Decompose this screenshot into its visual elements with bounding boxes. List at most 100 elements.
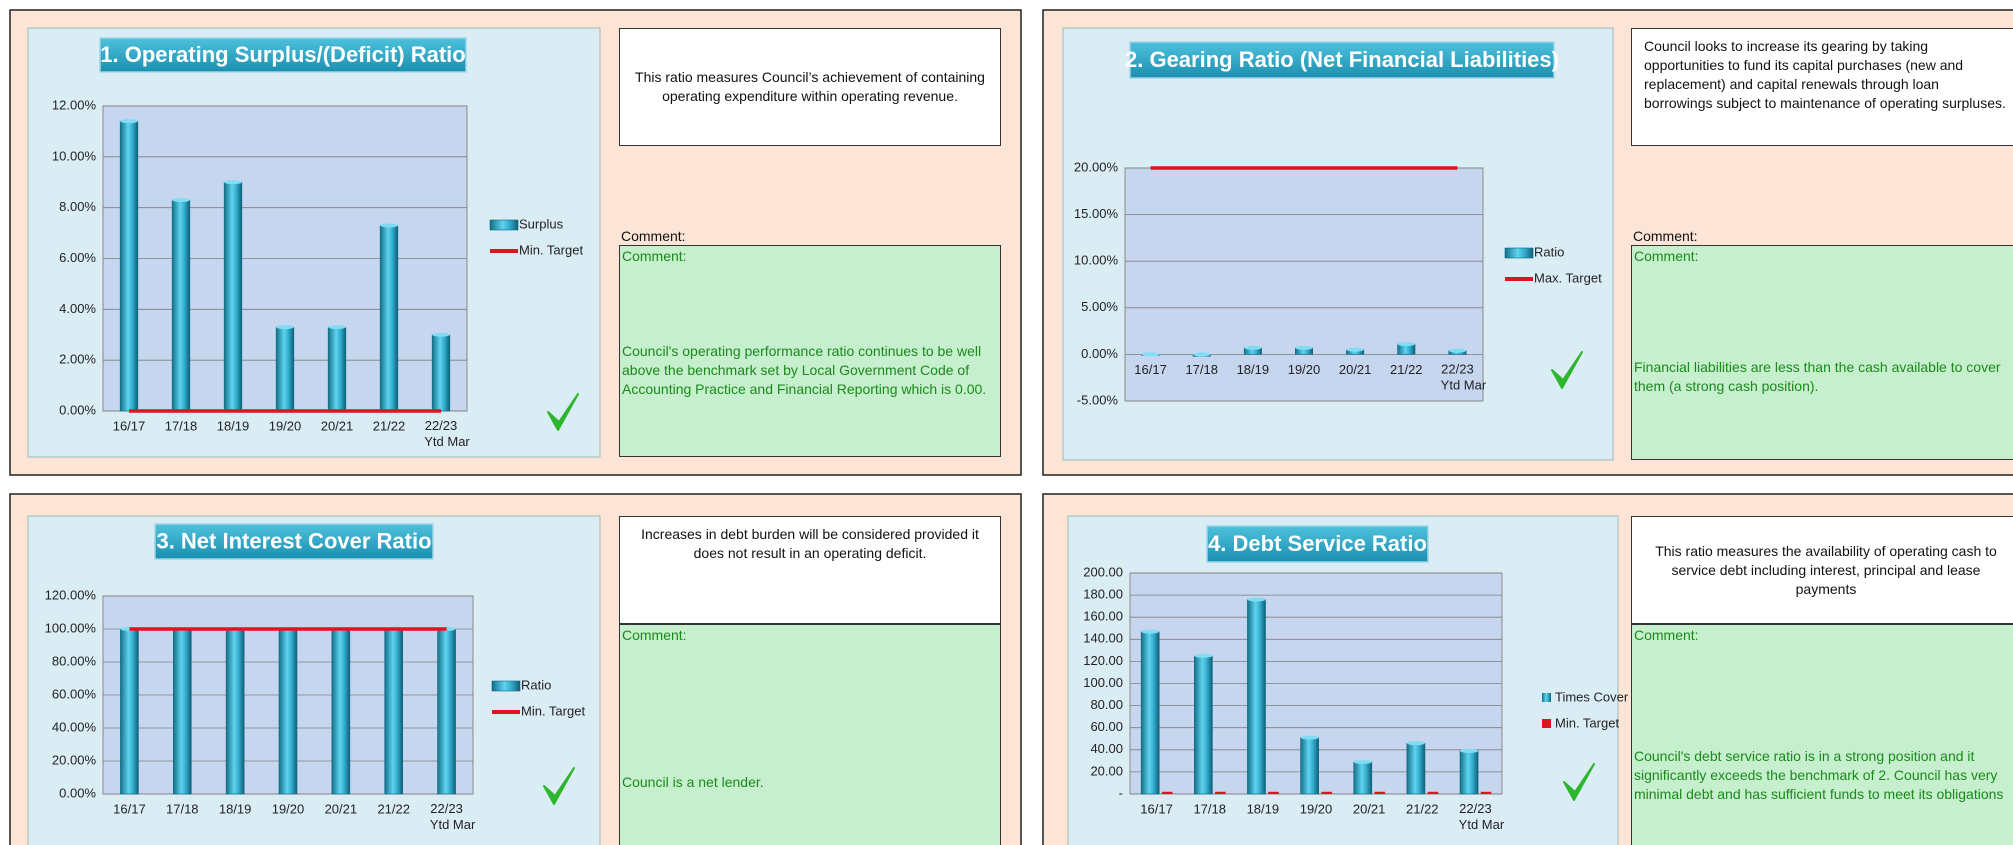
x-tick-label: 22/23 Ytd Mar: [1441, 362, 1487, 393]
bar: [225, 628, 245, 795]
y-tick-label: 0.00%: [59, 402, 96, 417]
y-tick-label: 8.00%: [59, 199, 96, 214]
y-tick-label: 120.00: [1083, 653, 1123, 668]
checkmark: [1563, 763, 1595, 801]
bar: [1321, 791, 1332, 794]
legend-label: Ratio: [521, 677, 551, 692]
legend-label: Times Cover: [1555, 689, 1629, 704]
y-tick-label: 200.00: [1083, 564, 1123, 579]
y-tick-label: 6.00%: [59, 250, 96, 265]
y-tick-label: 80.00: [1090, 697, 1123, 712]
y-tick-label: 20.00%: [1074, 159, 1119, 174]
y-tick-label: 10.00%: [1074, 253, 1119, 268]
comment-label: Comment:: [621, 228, 686, 244]
x-tick-label: 19/20: [272, 801, 305, 816]
legend-swatch: [491, 680, 521, 692]
x-tick-label: 17/18: [166, 801, 199, 816]
x-tick-label: 19/20: [1300, 801, 1333, 816]
checkmark: [547, 393, 579, 431]
legend-swatch: [1542, 719, 1551, 728]
checkmark: [1551, 351, 1583, 389]
y-tick-label: 4.00%: [59, 301, 96, 316]
checkmark: [543, 767, 575, 805]
bar: [119, 120, 139, 412]
legend-label: Max. Target: [1534, 270, 1602, 285]
x-tick-label: 21/22: [377, 801, 410, 816]
x-tick-label: 22/23 Ytd Mar: [1459, 801, 1505, 832]
x-tick-label: 18/19: [1247, 801, 1280, 816]
y-tick-label: -5.00%: [1077, 392, 1119, 407]
x-tick-label: 21/22: [1406, 801, 1439, 816]
bar-cap: [328, 325, 346, 330]
y-tick-label: 0.00%: [59, 785, 96, 800]
comment-label: Comment:: [1633, 228, 1698, 244]
x-tick-label: 18/19: [1237, 362, 1270, 377]
y-tick-label: 40.00: [1090, 741, 1123, 756]
comment-header: Comment:: [1634, 627, 1699, 643]
bar: [171, 199, 191, 412]
comment-header: Comment:: [1634, 248, 1699, 264]
x-tick-label: 16/17: [113, 801, 146, 816]
y-tick-label: 10.00%: [52, 148, 97, 163]
x-tick-label: 18/19: [219, 801, 252, 816]
chart-title: 2. Gearing Ratio (Net Financial Liabilit…: [1125, 47, 1559, 72]
bar-cap: [172, 198, 190, 203]
bar: [120, 628, 139, 795]
x-tick-label: 22/23 Ytd Mar: [424, 418, 470, 449]
description: This ratio measures Council’s achievemen…: [619, 28, 1001, 146]
bar: [1268, 791, 1279, 794]
y-tick-label: 180.00: [1083, 587, 1123, 602]
y-tick-label: 60.00: [1090, 719, 1123, 734]
bar-cap: [1448, 348, 1467, 353]
title-banner: [154, 523, 434, 560]
bar: [1374, 791, 1386, 794]
bar-cap: [1460, 748, 1479, 753]
legend-label: Min. Target: [521, 703, 585, 718]
chart-title: 3. Net Interest Cover Ratio: [156, 528, 431, 553]
bar-cap: [224, 180, 242, 185]
x-tick-label: 19/20: [269, 418, 302, 433]
x-tick-label: 17/18: [165, 418, 198, 433]
bar-cap: [1193, 352, 1211, 357]
description: Council looks to increase its gearing by…: [1631, 28, 2013, 146]
bar-cap: [276, 325, 294, 330]
bar: [1459, 750, 1479, 795]
comment-box: Comment: Council's operating performance …: [619, 245, 1001, 457]
comment-text: Council is a net lender.: [622, 774, 764, 790]
y-tick-label: 140.00: [1083, 631, 1123, 646]
bar: [1247, 599, 1266, 795]
legend-swatch: [1504, 247, 1534, 259]
bar: [1161, 791, 1173, 794]
y-tick-label: 80.00%: [52, 653, 97, 668]
description: This ratio measures the availability of …: [1631, 516, 2013, 624]
bar-cap: [120, 119, 138, 124]
bar-cap: [1295, 345, 1313, 350]
bar-cap: [1353, 759, 1372, 764]
x-tick-label: 22/23 Ytd Mar: [430, 801, 476, 832]
bar: [437, 628, 456, 795]
x-tick-label: 16/17: [1134, 362, 1167, 377]
y-tick-label: 15.00%: [1074, 206, 1119, 221]
y-tick-label: 40.00%: [52, 719, 97, 734]
bar: [1215, 791, 1226, 794]
chart-title: 4. Debt Service Ratio: [1208, 531, 1427, 556]
y-tick-label: 60.00%: [52, 686, 97, 701]
title-banner: [99, 37, 467, 73]
chart-title: 1. Operating Surplus/(Deficit) Ratio: [100, 42, 465, 67]
x-tick-label: 21/22: [373, 418, 406, 433]
bar-cap: [1244, 345, 1262, 350]
legend-label: Ratio: [1534, 244, 1564, 259]
bar: [1406, 742, 1426, 795]
comment-box: Comment: Financial liabilities are less t…: [1631, 245, 2013, 460]
x-tick-label: 20/21: [325, 801, 358, 816]
comment-header: Comment:: [622, 627, 687, 643]
bar-cap: [1141, 629, 1160, 634]
bar-cap: [1194, 653, 1213, 658]
bar: [431, 334, 451, 412]
x-tick-label: 20/21: [321, 418, 354, 433]
y-tick-label: 2.00%: [59, 352, 96, 367]
bar: [223, 181, 243, 412]
x-tick-label: 16/17: [1140, 801, 1173, 816]
comment-box: Comment: Council's debt service ratio is …: [1631, 624, 2013, 845]
